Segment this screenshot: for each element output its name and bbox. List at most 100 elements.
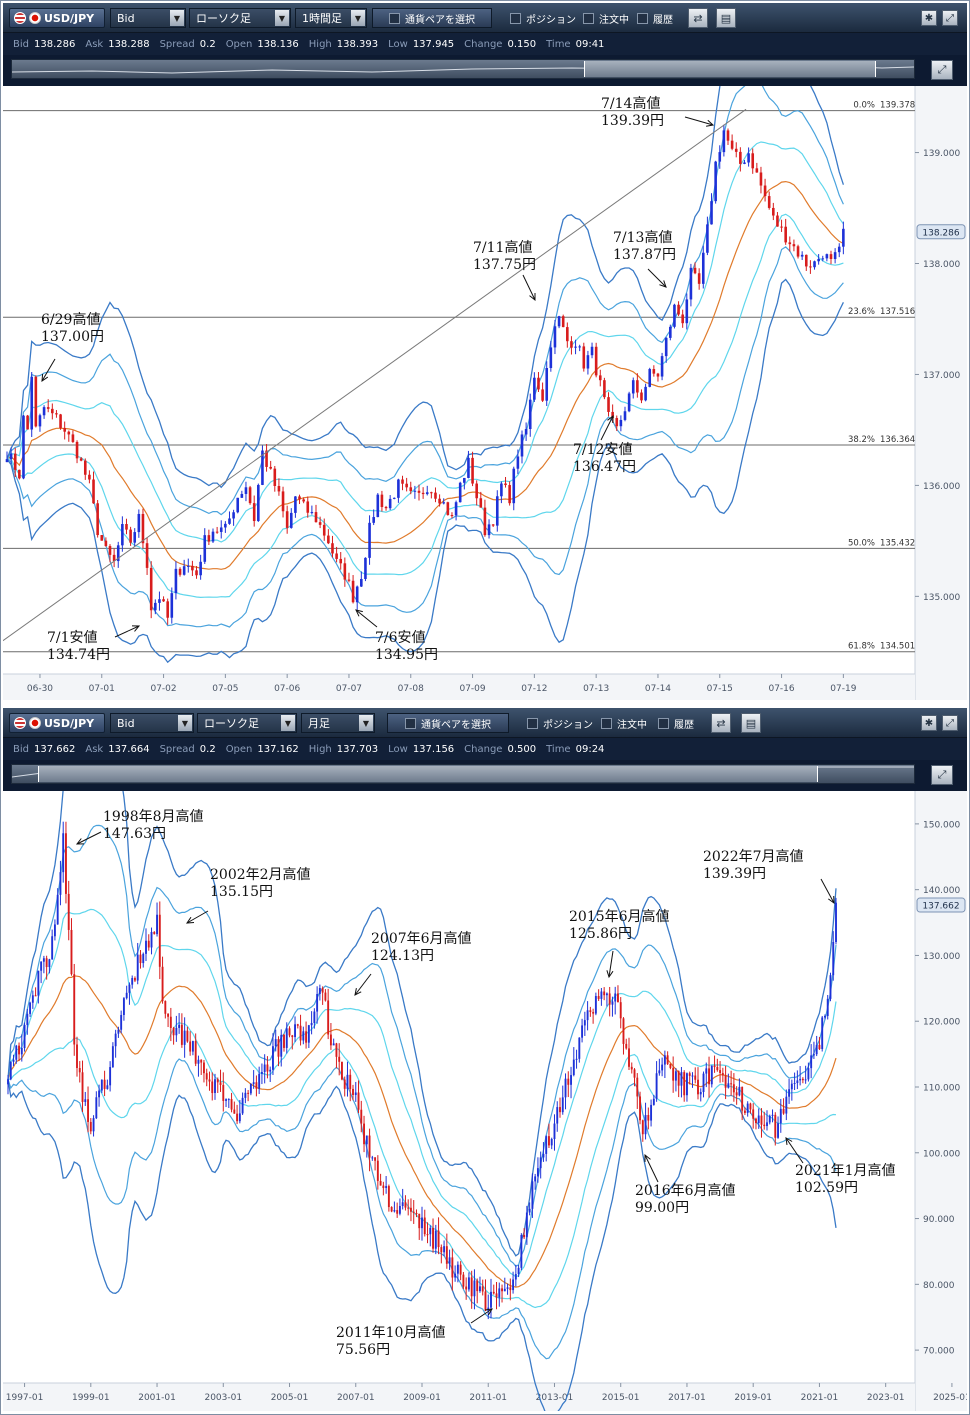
- orders-toggle[interactable]: 注文中: [601, 713, 647, 733]
- y-tick-label: 130.000: [923, 952, 960, 962]
- price-type-select[interactable]: Bid ▼: [110, 713, 194, 733]
- candle-body: [79, 458, 83, 461]
- position-toggle[interactable]: ポジション: [527, 713, 593, 733]
- timeframe-select[interactable]: 1時間足 ▼: [295, 8, 367, 28]
- candle-body: [644, 1114, 647, 1135]
- orders-checkbox[interactable]: [601, 717, 612, 729]
- timeframe-value: 1時間足: [302, 12, 342, 25]
- select-pair-checkbox[interactable]: [389, 12, 400, 24]
- jp-flag-icon: [29, 717, 41, 729]
- navigator-range-handle[interactable]: [584, 61, 876, 77]
- candle-body: [777, 1123, 779, 1138]
- candle-body: [824, 1015, 826, 1018]
- history-toggle[interactable]: 履歴: [658, 713, 694, 733]
- candle-body: [640, 392, 643, 401]
- candle-body: [716, 1067, 719, 1071]
- select-pair-checkbox[interactable]: [405, 717, 416, 729]
- band-2sigma-upper: [7, 824, 837, 1268]
- chart-type-select[interactable]: ローソク足 ▼: [189, 8, 291, 28]
- navigator: ⤢: [3, 760, 967, 791]
- chart-window-button[interactable]: ▤: [741, 713, 761, 733]
- timeframe-select[interactable]: 月足 ▼: [301, 713, 375, 733]
- candle-body: [495, 1293, 498, 1298]
- orders-checkbox[interactable]: [583, 12, 594, 24]
- select-pair-button[interactable]: 通貨ペアを選択: [372, 8, 492, 28]
- candle-body: [103, 1079, 106, 1089]
- annotation-arrow-line: [76, 831, 102, 845]
- candle-body: [553, 1123, 556, 1140]
- candle-body: [225, 1099, 227, 1101]
- candle-body: [545, 1136, 548, 1154]
- candle-body: [429, 1227, 432, 1235]
- candle-body: [780, 226, 783, 228]
- settings-button[interactable]: ✱: [921, 715, 937, 731]
- select-pair-label: 通貨ペアを選択: [421, 719, 491, 731]
- currency-pair-button[interactable]: USD/JPY: [9, 8, 105, 28]
- candle-body: [211, 1081, 214, 1094]
- expand-button[interactable]: ⤢: [942, 715, 958, 731]
- candle-body: [302, 499, 305, 502]
- candle-body: [134, 978, 136, 981]
- band-1sigma-upper: [6, 141, 844, 543]
- settings-button[interactable]: ✱: [921, 10, 937, 26]
- position-checkbox[interactable]: [527, 717, 538, 729]
- history-checkbox[interactable]: [637, 12, 648, 24]
- fib-value-label: 139.378: [880, 101, 915, 111]
- candle-body: [263, 1064, 266, 1072]
- chart-swap-button[interactable]: ⇄: [711, 713, 731, 733]
- navigator-range-handle[interactable]: [38, 766, 818, 782]
- candle-body: [710, 1065, 713, 1085]
- history-toggle[interactable]: 履歴: [637, 8, 673, 28]
- candle-body: [705, 1068, 708, 1074]
- select-pair-button[interactable]: 通貨ペアを選択: [387, 713, 509, 733]
- candle-body: [541, 389, 544, 401]
- chart-swap-button[interactable]: ⇄: [688, 8, 708, 28]
- annotation-arrow-head: [644, 1153, 651, 1162]
- candle-body: [445, 1246, 448, 1264]
- navigator: ⤢: [3, 55, 967, 86]
- expand-button[interactable]: ⤢: [942, 10, 958, 26]
- candle-body: [724, 1075, 727, 1088]
- candle-body: [318, 522, 322, 525]
- candle-body: [677, 304, 680, 315]
- candle-body: [289, 512, 293, 528]
- chart-type-select[interactable]: ローソク足 ▼: [197, 713, 297, 733]
- x-tick-label: 07-01: [89, 684, 115, 694]
- currency-pair-button[interactable]: USD/JPY: [9, 713, 105, 733]
- candle-body: [313, 1011, 316, 1023]
- candle-body: [189, 1041, 192, 1052]
- candle-body: [799, 1078, 802, 1081]
- candle-body: [401, 479, 404, 484]
- navigator-fit-button[interactable]: ⤢: [931, 60, 953, 80]
- candle-body: [56, 894, 59, 925]
- y-tick-label: 135.000: [923, 593, 960, 603]
- candle-body: [156, 914, 158, 935]
- time-axis: [3, 674, 915, 700]
- y-tick-label: 70.000: [923, 1347, 955, 1357]
- fib-value-label: 137.516: [880, 307, 915, 317]
- x-tick-label: 1999-01: [72, 1393, 110, 1403]
- candle-body: [548, 1136, 550, 1146]
- price-type-select[interactable]: Bid ▼: [110, 8, 186, 28]
- position-toggle[interactable]: ポジション: [510, 8, 576, 28]
- candle-body: [194, 1041, 197, 1064]
- position-checkbox[interactable]: [510, 12, 521, 24]
- y-tick-label: 137.000: [923, 371, 960, 381]
- candle-body: [396, 1210, 399, 1214]
- candle-body: [285, 1028, 288, 1048]
- candle-body: [385, 1186, 388, 1188]
- navigator-track[interactable]: [11, 59, 915, 79]
- candle-body: [277, 1039, 280, 1057]
- candle-body: [117, 1029, 120, 1034]
- navigator-fit-button[interactable]: ⤢: [931, 765, 953, 785]
- candle-body: [784, 226, 787, 243]
- chart-window-button[interactable]: ▤: [716, 8, 736, 28]
- x-tick-label: 07-14: [645, 684, 671, 694]
- plot-area: [3, 791, 915, 1383]
- candle-body: [495, 496, 499, 526]
- candle-body: [233, 1109, 236, 1114]
- history-checkbox[interactable]: [658, 717, 669, 729]
- orders-toggle[interactable]: 注文中: [583, 8, 629, 28]
- navigator-track[interactable]: [11, 764, 915, 784]
- current-price-label: 137.662: [922, 902, 959, 912]
